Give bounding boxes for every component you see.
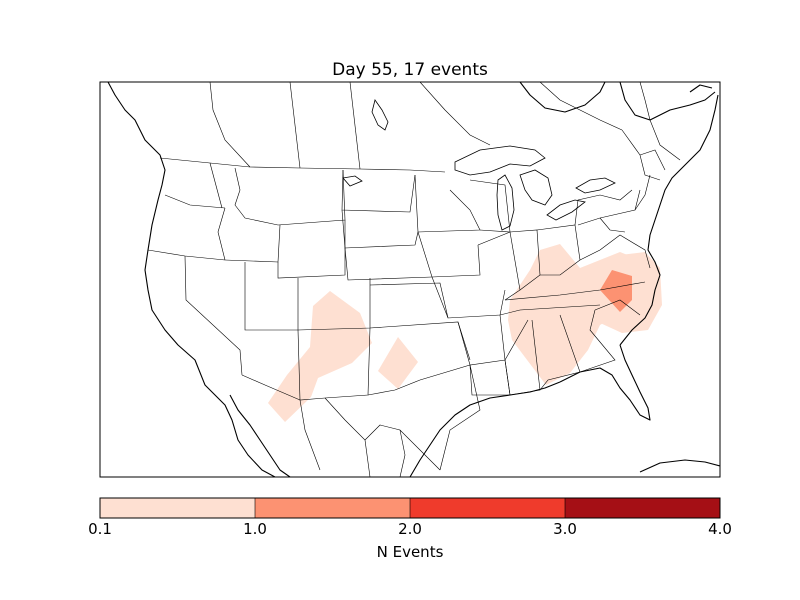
state-borders bbox=[147, 82, 681, 477]
coastlines bbox=[107, 82, 720, 477]
colorbar-tick: 3.0 bbox=[553, 520, 577, 538]
event-region-core bbox=[600, 270, 632, 312]
colorbar-tick: 1.0 bbox=[243, 520, 267, 538]
colorbar-bin-3 bbox=[410, 498, 565, 518]
lakes bbox=[342, 99, 616, 231]
event-regions bbox=[268, 244, 662, 422]
colorbar: 0.1 1.0 2.0 3.0 4.0 N Events bbox=[88, 497, 732, 561]
map-frame bbox=[99, 81, 721, 478]
colorbar-tick: 0.1 bbox=[88, 520, 112, 538]
colorbar-label: N Events bbox=[377, 543, 444, 561]
event-region-southwest bbox=[268, 291, 372, 422]
map-title: Day 55, 17 events bbox=[332, 60, 488, 80]
event-region-west-texas bbox=[378, 337, 418, 389]
map-panel bbox=[99, 81, 721, 478]
colorbar-tick: 2.0 bbox=[398, 520, 422, 538]
colorbar-bin-4 bbox=[565, 498, 720, 518]
colorbar-bin-2 bbox=[255, 498, 410, 518]
colorbar-bin-1 bbox=[100, 498, 255, 518]
colorbar-tick: 4.0 bbox=[708, 520, 732, 538]
